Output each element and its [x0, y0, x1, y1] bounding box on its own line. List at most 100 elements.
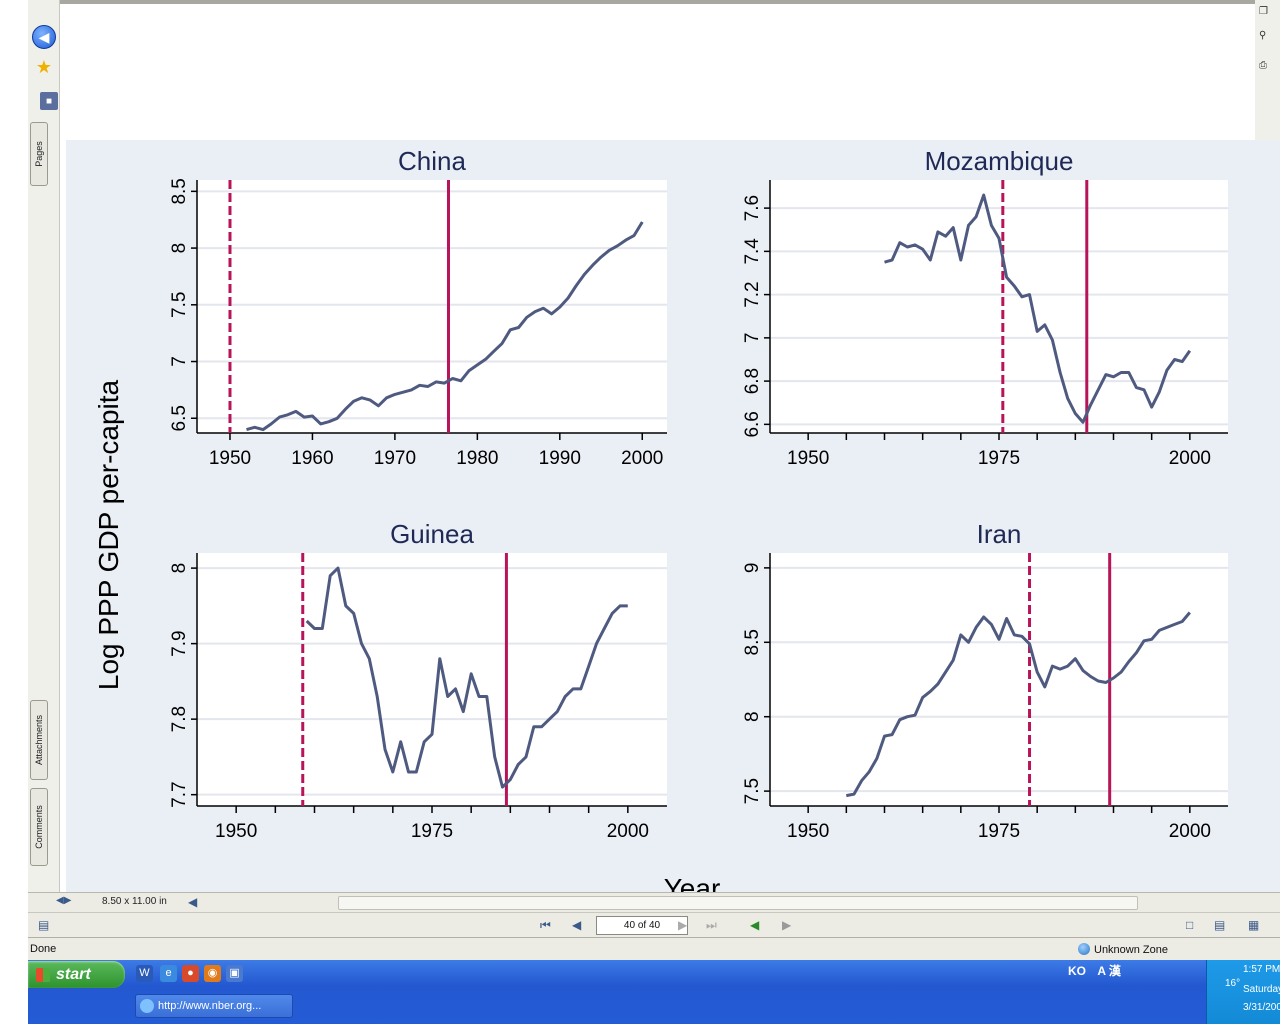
right-toolbar-strip: ❐ ⚲ ⎙	[1255, 0, 1280, 140]
scroll-left-icon[interactable]: ◀	[188, 895, 198, 909]
plot-area	[770, 180, 1228, 433]
y-tick-label: 9	[742, 563, 763, 574]
panel-toggle-icon[interactable]: ◀▶	[56, 895, 72, 906]
plot-area	[197, 553, 667, 806]
horizontal-scrollbar[interactable]	[338, 896, 1138, 910]
desktop-icon[interactable]: ▣	[226, 965, 243, 982]
panel-guinea: 7.7 7.8 7.9 8 1950 1975 2000 Guinea	[169, 519, 667, 842]
y-tick-label: 8	[169, 243, 190, 254]
panel-iran: 7.5 8 8.5 9 1950 1975 2000 Iran	[742, 519, 1228, 842]
x-tick-label: 2000	[607, 821, 649, 842]
panel-title: China	[398, 146, 466, 176]
y-tick-label: 7.7	[169, 781, 190, 807]
y-tick-label: 6.5	[169, 405, 190, 431]
taskbar-window-label: http://www.nber.org...	[158, 1000, 262, 1012]
series-line	[884, 193, 1192, 424]
browser-status-bar: Done Unknown Zone	[28, 938, 1280, 960]
favorites-star-icon[interactable]: ★	[35, 56, 53, 77]
panel-mozambique: 6.6 6.8 7 7.2 7.4 7.6 1950 1975 2000 Mozambique	[742, 146, 1228, 469]
comments-tab[interactable]: Comments	[30, 788, 48, 866]
y-tick-label: 8	[169, 563, 190, 574]
language-bar[interactable]: KO A 漢	[1068, 962, 1129, 988]
zone-label: Unknown Zone	[1094, 944, 1168, 956]
next-page-icon[interactable]: ▶	[678, 918, 688, 932]
x-tick-label: 1975	[978, 821, 1020, 842]
printer-icon[interactable]: ⎙	[1259, 60, 1267, 71]
restore-window-icon[interactable]: ❐	[1259, 6, 1268, 17]
firefox-icon[interactable]: ◉	[204, 965, 221, 982]
ie-icon[interactable]: e	[160, 965, 177, 982]
document-page-top	[62, 4, 1255, 140]
facing-pages-icon[interactable]: ▦	[1248, 918, 1260, 932]
y-tick-label: 7	[169, 356, 190, 367]
series-line	[846, 611, 1191, 798]
first-page-icon[interactable]: ⏮	[540, 918, 551, 932]
comments-tab-label: Comments	[34, 805, 45, 849]
top-border	[28, 0, 1280, 4]
pages-tab-label: Pages	[34, 141, 44, 167]
y-tick-label: 8	[742, 711, 763, 722]
document-status-bar: ◀▶ 8.50 x 11.00 in ◀	[28, 892, 1280, 912]
ie-window-icon	[140, 999, 154, 1013]
page-number-field[interactable]: 40 of 40	[596, 916, 688, 935]
x-tick-label: 1980	[456, 448, 498, 469]
x-tick-label: 2000	[621, 448, 663, 469]
clock-time: 1:57 PM	[1243, 964, 1280, 975]
y-tick-label: 6.8	[742, 368, 763, 394]
x-tick-label: 1975	[411, 821, 453, 842]
x-tick-label: 1975	[978, 448, 1020, 469]
y-tick-label: 8.5	[742, 629, 763, 655]
search-icon[interactable]: ⚲	[1259, 30, 1267, 41]
language-label: KO	[1068, 964, 1086, 978]
windows-taskbar: start W e ● ◉ ▣ http://www.nber.org... K…	[28, 960, 1280, 1024]
x-tick-label: 2000	[1169, 448, 1211, 469]
continuous-page-icon[interactable]: ▤	[1214, 918, 1226, 932]
y-tick-label: 7	[742, 333, 763, 344]
single-page-icon[interactable]: □	[1186, 918, 1194, 932]
next-view-icon[interactable]: ▶	[782, 918, 792, 932]
series-line	[246, 221, 644, 432]
clock-day: Saturday	[1243, 984, 1280, 995]
y-tick-label: 6.6	[742, 411, 763, 437]
previous-page-icon[interactable]: ◀	[572, 918, 582, 932]
x-tick-label: 1970	[374, 448, 416, 469]
last-page-icon[interactable]: ⏭	[706, 918, 717, 932]
panel-title: Iran	[977, 519, 1022, 549]
x-tick-label: 1950	[787, 448, 829, 469]
clock-date: 3/31/2007	[1243, 1002, 1280, 1013]
panel-title: Guinea	[390, 519, 474, 549]
plot-area	[197, 180, 667, 433]
y-tick-label: 7.5	[742, 778, 763, 804]
previous-view-icon[interactable]: ◀	[750, 918, 760, 932]
page-navigation-bar: ▤ ⏮ ◀ 40 of 40 ▶ ⏭ ◀ ▶ □ ▤ ▦	[28, 912, 1280, 938]
panel-icon[interactable]: ▤	[38, 918, 50, 932]
plot-area	[770, 553, 1228, 806]
x-tick-label: 1950	[215, 821, 257, 842]
x-tick-label: 2000	[1169, 821, 1211, 842]
chart-canvas: Log PPP GDP per-capita Year 6.5 7 7.5 8 8.5 1…	[93, 146, 1228, 892]
attachments-tab[interactable]: Attachments	[30, 700, 48, 780]
windows-logo-icon	[36, 968, 50, 982]
attachments-tab-label: Attachments	[34, 714, 44, 766]
globe-icon	[1078, 943, 1090, 955]
x-axis-label: Year	[664, 873, 721, 892]
y-tick-label: 7.5	[169, 292, 190, 318]
x-tick-label: 1950	[209, 448, 251, 469]
y-tick-label: 7.4	[742, 238, 763, 265]
save-disk-icon[interactable]: ■	[40, 92, 58, 110]
y-axis-label: Log PPP GDP per-capita	[93, 379, 124, 690]
start-button[interactable]: start	[28, 961, 125, 988]
app-icon[interactable]: ●	[182, 965, 199, 982]
back-arrow-icon[interactable]: ◀	[32, 25, 56, 49]
security-zone: Unknown Zone	[1078, 943, 1168, 956]
word-icon[interactable]: W	[136, 965, 153, 982]
series-line	[305, 566, 628, 789]
panel-title: Mozambique	[925, 146, 1074, 176]
x-tick-label: 1990	[539, 448, 581, 469]
y-tick-label: 7.2	[742, 281, 763, 307]
pages-tab[interactable]: Pages	[30, 122, 48, 186]
start-label: start	[56, 966, 91, 983]
taskbar-window-nber[interactable]: http://www.nber.org...	[135, 994, 293, 1018]
system-tray: 1:57 PM 16° Saturday 3/31/2007	[1206, 960, 1280, 1024]
